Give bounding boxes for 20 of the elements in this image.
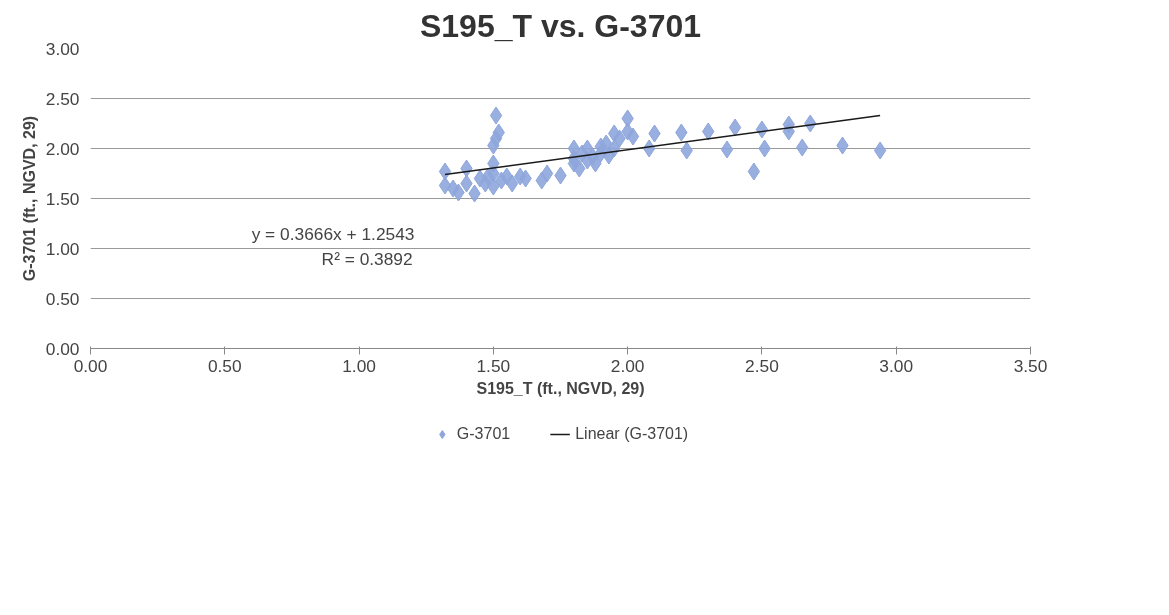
chart-title: S195_T vs. G-3701 [419, 7, 702, 44]
x-tick-label: 2.50 [745, 355, 779, 376]
y-axis-title: G-3701 (ft., NGVD, 29) [20, 115, 38, 282]
x-tick-label: 1.00 [342, 355, 376, 376]
x-tick-label: 3.50 [1013, 355, 1048, 376]
y-tick-label: 0.50 [45, 288, 80, 309]
x-tick-label: 3.00 [879, 355, 914, 376]
x-axis-title: S195_T (ft., NGVD, 29) [476, 379, 645, 397]
x-tick-label: 0.50 [207, 355, 242, 376]
y-tick-label: 1.00 [45, 238, 80, 259]
x-tick-label: 2.00 [610, 355, 645, 376]
y-tick-label: 3.00 [45, 38, 80, 59]
annotation: R² = 0.3892 [321, 248, 413, 269]
annotation: y = 0.3666x + 1.2543 [251, 223, 415, 244]
y-tick-label: 1.50 [45, 188, 80, 209]
y-tick-label: 2.00 [45, 138, 80, 159]
x-tick-label: 1.50 [476, 355, 511, 376]
legend-label: Linear (G-3701) [575, 425, 689, 443]
y-tick-label: 2.50 [45, 88, 80, 109]
legend-label: G-3701 [456, 425, 511, 443]
